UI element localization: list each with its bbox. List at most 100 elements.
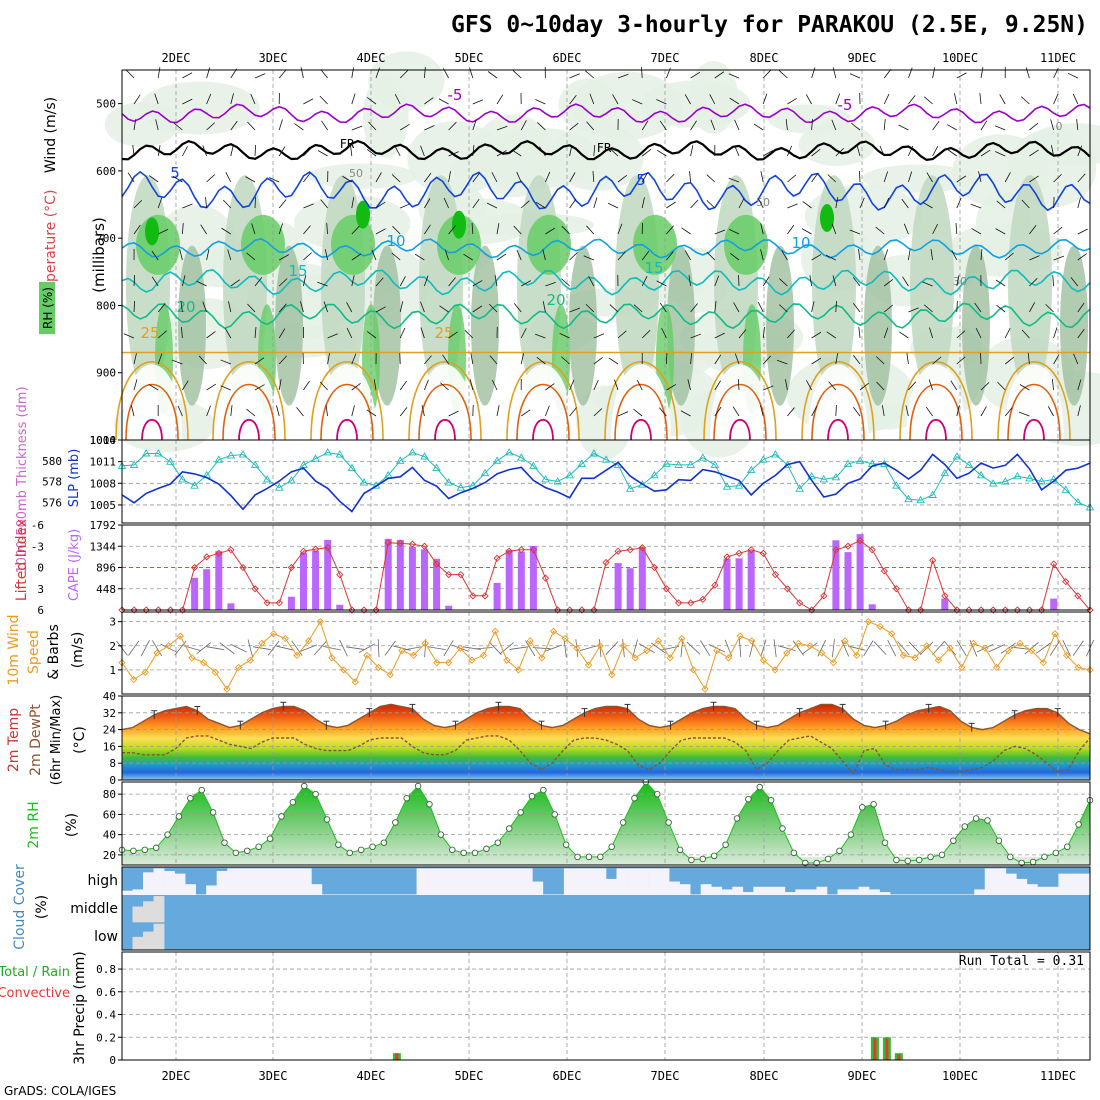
lifted-index-marker [215, 549, 223, 557]
lifted-index-marker [505, 547, 513, 555]
upper-wind-barb [903, 223, 909, 235]
upper-wind-barb [714, 406, 722, 417]
upper-wind-barb [1077, 197, 1081, 209]
upper-wind-barb [714, 71, 725, 79]
lifted-index-marker [892, 585, 901, 593]
upper-wind-barb [539, 146, 546, 157]
bottom-day-label: 7DEC [651, 1069, 680, 1083]
wind-speed-marker [818, 649, 826, 657]
upper-wind-barb [737, 378, 740, 391]
lifted-index-marker [251, 585, 259, 593]
upper-wind-barb [471, 222, 474, 235]
upper-wind-barb [254, 384, 265, 391]
wind-speed-marker [561, 634, 569, 643]
upper-wind-barb [346, 327, 353, 339]
lifted-index-marker [457, 570, 465, 579]
upper-wind-barb [182, 380, 189, 391]
upper-wind-barb [883, 93, 890, 105]
rh-fill [122, 782, 1090, 865]
wind-barb [988, 644, 1006, 653]
upper-wind-barb [278, 328, 286, 339]
cloud-bar [816, 886, 828, 895]
upper-wind-barb [351, 275, 355, 287]
upper-wind-barb [489, 303, 498, 313]
upper-wind-barb [592, 171, 595, 183]
upper-wind-barb [1051, 145, 1054, 157]
upper-wind-barb [906, 353, 909, 365]
wind-speed-marker [958, 663, 966, 672]
y-tick-label: 500 [96, 98, 116, 111]
rh-contour-label: 50 [349, 167, 363, 180]
cloud-frame [121, 866, 1091, 951]
upper-wind-barb [883, 119, 886, 131]
lifted-index-marker [1001, 606, 1009, 614]
upper-wind-barb [424, 172, 432, 183]
upper-wind-barb [182, 275, 186, 287]
thickness-marker [335, 450, 345, 458]
wind-barb [339, 639, 348, 657]
isotherm-dome-25 [604, 361, 678, 441]
upper-wind-barb [583, 255, 594, 261]
rh-marker [790, 849, 798, 857]
cape-bar [626, 568, 634, 610]
y-tick-label: 1011 [90, 456, 117, 469]
wind-speed-marker [981, 644, 989, 652]
y-tick-label: 20 [103, 849, 116, 862]
upper-wind-barb [366, 149, 377, 157]
upper-wind-barb [738, 198, 745, 209]
cloud-bar [848, 889, 859, 895]
upper-wind-barb [303, 203, 314, 209]
wind-speed-marker [339, 666, 348, 674]
lifted-index-marker [662, 585, 671, 593]
rh-shade-light [368, 51, 445, 111]
wind-speed-marker [409, 651, 418, 660]
cloud-units-label: (%) [34, 895, 50, 919]
rh-shade-bright [820, 204, 834, 232]
upper-wind-barb [351, 197, 355, 209]
cloud-bar [648, 868, 659, 895]
upper-wind-barb [787, 329, 795, 339]
upper-wind-barb [924, 304, 933, 313]
li-tick-label: 6 [37, 604, 44, 617]
rh-shade-green [437, 214, 481, 275]
rh-shade-dark [667, 245, 695, 406]
wind-barb [863, 640, 874, 657]
wind-speed-marker [724, 654, 733, 662]
upper-wind-barb [666, 201, 676, 209]
wind-speed-marker [771, 666, 779, 674]
upper-wind-barb [811, 254, 822, 261]
rh-marker [437, 831, 445, 838]
thickness-marker [710, 460, 720, 468]
upper-wind-barb [520, 353, 524, 365]
rh-marker [847, 831, 855, 838]
upper-wind-barb [205, 197, 207, 209]
upper-wind-barb [569, 307, 580, 313]
upper-wind-barb [875, 356, 885, 365]
upper-wind-barb [172, 175, 183, 183]
upper-wind-barb [442, 354, 449, 365]
thickness-marker [940, 468, 950, 477]
upper-wind-barb [787, 203, 798, 209]
upper-wind-barb [392, 225, 401, 235]
wind-speed-marker [538, 654, 546, 662]
wind-barb [474, 647, 493, 650]
upper-wind-barb [1077, 328, 1085, 339]
upper-wind-barb [227, 249, 232, 261]
lifted-index-marker [1013, 606, 1022, 614]
cloud-bar [532, 881, 544, 895]
lifted-index-marker [311, 545, 320, 553]
wind-barb [887, 639, 897, 657]
upper-wind-barb [247, 303, 256, 313]
upper-wind-barb [1020, 96, 1030, 105]
rh-shade-bright [452, 210, 466, 239]
upper-wind-barb [561, 225, 570, 235]
cloud-bar [122, 890, 133, 895]
upper-wind-barb [420, 145, 425, 157]
wind-speed-marker [713, 646, 721, 655]
lifted-index-marker [348, 606, 356, 614]
wind-speed-marker [141, 668, 149, 676]
cloud-bar [206, 885, 217, 895]
upper-wind-barb [641, 120, 649, 131]
lifted-index-marker [699, 595, 707, 604]
cloud-bar [258, 868, 270, 895]
